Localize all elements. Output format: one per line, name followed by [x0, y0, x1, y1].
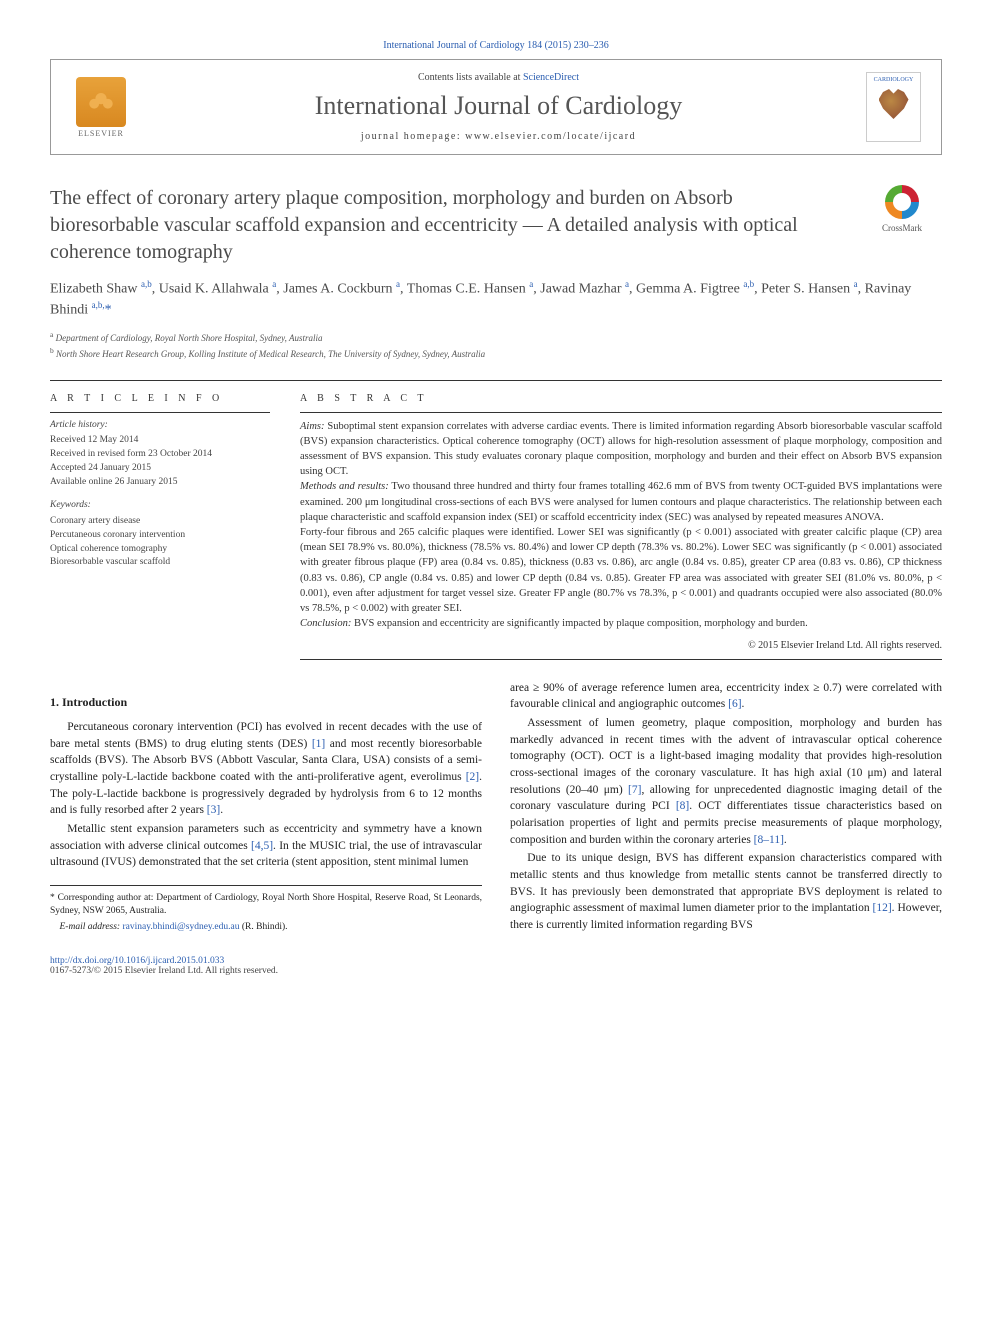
email-link[interactable]: ravinay.bhindi@sydney.edu.au: [122, 922, 239, 932]
aims-label: Aims:: [300, 421, 325, 432]
ref-link[interactable]: [12]: [872, 902, 891, 914]
keyword-item: Coronary artery disease: [50, 515, 270, 529]
homepage-prefix: journal homepage:: [361, 131, 465, 142]
history-item: Accepted 24 January 2015: [50, 462, 270, 476]
crossmark-badge[interactable]: CrossMark: [862, 185, 942, 233]
corresponding-author-footnote: * Corresponding author at: Department of…: [50, 885, 482, 934]
ref-link[interactable]: [1]: [312, 738, 325, 750]
ref-link[interactable]: [4,5]: [251, 840, 273, 852]
article-info-heading: A R T I C L E I N F O: [50, 393, 270, 404]
history-item: Received in revised form 23 October 2014: [50, 448, 270, 462]
abstract-heading: A B S T R A C T: [300, 393, 942, 404]
conclusion-label: Conclusion:: [300, 618, 351, 629]
journal-name: International Journal of Cardiology: [131, 91, 866, 121]
homepage-line: journal homepage: www.elsevier.com/locat…: [131, 131, 866, 142]
ref-link[interactable]: [3]: [207, 804, 220, 816]
body-paragraph: Assessment of lumen geometry, plaque com…: [510, 715, 942, 848]
crossmark-label: CrossMark: [882, 223, 922, 233]
body-paragraph: Metallic stent expansion parameters such…: [50, 821, 482, 871]
sciencedirect-link[interactable]: ScienceDirect: [523, 72, 579, 83]
keywords-label: Keywords:: [50, 499, 270, 513]
journal-cover-thumbnail: CARDIOLOGY: [866, 72, 921, 142]
divider: [50, 380, 942, 381]
authors-list: Elizabeth Shaw a,b, Usaid K. Allahwala a…: [50, 278, 942, 321]
elsevier-tree-icon: [76, 77, 126, 127]
history-label: Article history:: [50, 419, 270, 433]
elsevier-logo: ELSEVIER: [71, 72, 131, 142]
page-footer: http://dx.doi.org/10.1016/j.ijcard.2015.…: [50, 956, 942, 976]
cover-label: CARDIOLOGY: [874, 77, 914, 83]
body-paragraph: Due to its unique design, BVS has differ…: [510, 850, 942, 933]
publisher-name: ELSEVIER: [78, 129, 124, 138]
ref-link[interactable]: [8–11]: [754, 834, 784, 846]
methods-text: Two thousand three hundred and thirty fo…: [300, 481, 942, 522]
abstract-column: A B S T R A C T Aims: Suboptimal stent e…: [300, 393, 942, 660]
section-1-heading: 1. Introduction: [50, 694, 482, 711]
body-span: area ≥ 90% of average reference lumen ar…: [510, 682, 942, 711]
abstract-copyright: © 2015 Elsevier Ireland Ltd. All rights …: [300, 640, 942, 660]
body-paragraph: Percutaneous coronary intervention (PCI)…: [50, 719, 482, 819]
ref-link[interactable]: [2]: [466, 771, 479, 783]
body-span: .: [784, 834, 787, 846]
issn-copyright: 0167-5273/© 2015 Elsevier Ireland Ltd. A…: [50, 966, 278, 976]
body-span: .: [742, 698, 745, 710]
results-text: Forty-four fibrous and 265 calcific plaq…: [300, 527, 942, 614]
crossmark-icon: [885, 185, 919, 219]
keyword-item: Percutaneous coronary intervention: [50, 529, 270, 543]
ref-link[interactable]: [6]: [728, 698, 741, 710]
cover-heart-icon: [879, 89, 909, 119]
contents-available-line: Contents lists available at ScienceDirec…: [131, 72, 866, 83]
doi-link[interactable]: http://dx.doi.org/10.1016/j.ijcard.2015.…: [50, 956, 224, 966]
email-suffix: (R. Bhindi).: [240, 922, 288, 932]
keyword-item: Optical coherence tomography: [50, 543, 270, 557]
contents-prefix: Contents lists available at: [418, 72, 523, 83]
article-title: The effect of coronary artery plaque com…: [50, 185, 842, 266]
journal-header: ELSEVIER Contents lists available at Sci…: [50, 59, 942, 155]
aims-text: Suboptimal stent expansion correlates wi…: [300, 421, 942, 478]
ref-link[interactable]: [8]: [676, 800, 689, 812]
email-label: E-mail address:: [60, 922, 123, 932]
article-info-column: A R T I C L E I N F O Article history: R…: [50, 393, 270, 660]
methods-label: Methods and results:: [300, 481, 389, 492]
citation-line: International Journal of Cardiology 184 …: [50, 40, 942, 51]
keyword-item: Bioresorbable vascular scaffold: [50, 556, 270, 570]
corr-label: * Corresponding author at:: [50, 893, 156, 903]
history-item: Received 12 May 2014: [50, 434, 270, 448]
body-text: 1. Introduction Percutaneous coronary in…: [50, 680, 942, 936]
body-span: .: [220, 804, 223, 816]
affiliations: a Department of Cardiology, Royal North …: [50, 329, 942, 362]
homepage-url: www.elsevier.com/locate/ijcard: [465, 131, 636, 142]
body-paragraph: area ≥ 90% of average reference lumen ar…: [510, 680, 942, 713]
history-item: Available online 26 January 2015: [50, 476, 270, 490]
abstract-text: Aims: Suboptimal stent expansion correla…: [300, 412, 942, 632]
conclusion-text: BVS expansion and eccentricity are signi…: [351, 618, 807, 629]
ref-link[interactable]: [7]: [628, 784, 641, 796]
